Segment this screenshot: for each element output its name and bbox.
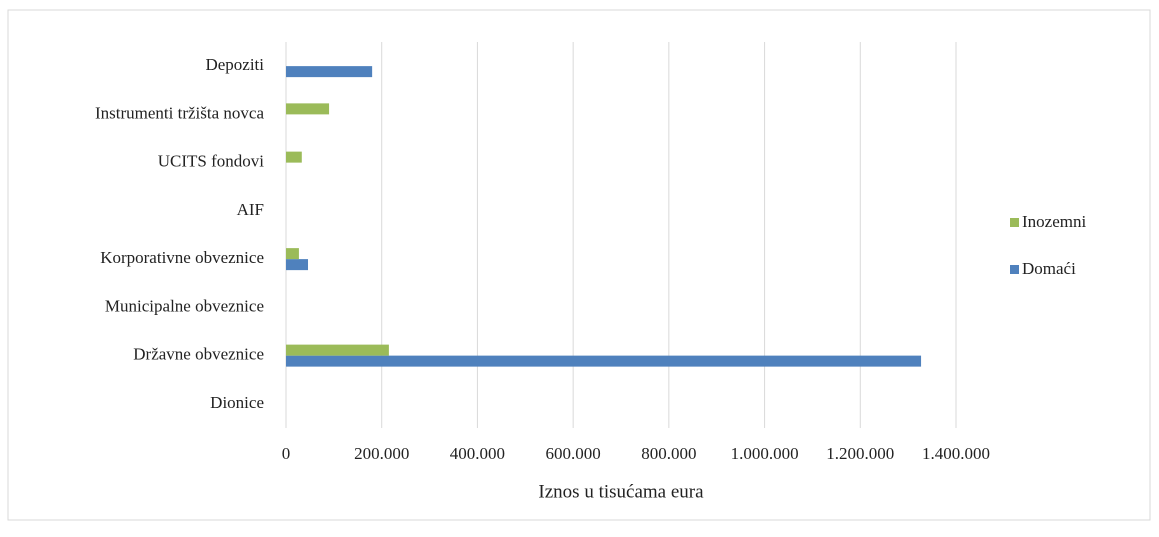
x-tick-label: 200.000 (354, 444, 409, 463)
y-tick-label: Državne obveznice (133, 345, 264, 364)
y-tick-label: Instrumenti tržišta novca (95, 103, 264, 122)
x-axis-label: Iznos u tisućama eura (538, 481, 704, 502)
x-tick-label: 600.000 (546, 444, 601, 463)
x-tick-label: 800.000 (641, 444, 696, 463)
bar (286, 344, 389, 356)
y-tick-label: Municipalne obveznice (105, 296, 264, 315)
legend-label: Domaći (1022, 259, 1076, 278)
x-tick-label: 400.000 (450, 444, 505, 463)
x-tick-label: 1.200.000 (826, 444, 894, 463)
y-tick-label: UCITS fondovi (158, 152, 265, 171)
y-tick-label: Depoziti (205, 55, 264, 74)
bar (286, 151, 302, 163)
y-tick-label: Korporativne obveznice (100, 248, 264, 267)
legend-swatch (1010, 265, 1019, 274)
x-tick-label: 1.000.000 (731, 444, 799, 463)
legend-swatch (1010, 218, 1019, 227)
x-tick-label: 1.400.000 (922, 444, 990, 463)
chart-border (7, 9, 1151, 521)
bar (286, 259, 309, 271)
legend-label: Inozemni (1022, 212, 1086, 231)
y-tick-label: AIF (237, 200, 264, 219)
bar (286, 103, 330, 115)
bar (286, 355, 922, 367)
bar (286, 248, 299, 260)
x-tick-label: 0 (282, 444, 291, 463)
y-tick-label: Dionice (210, 393, 264, 412)
bar (286, 66, 373, 78)
